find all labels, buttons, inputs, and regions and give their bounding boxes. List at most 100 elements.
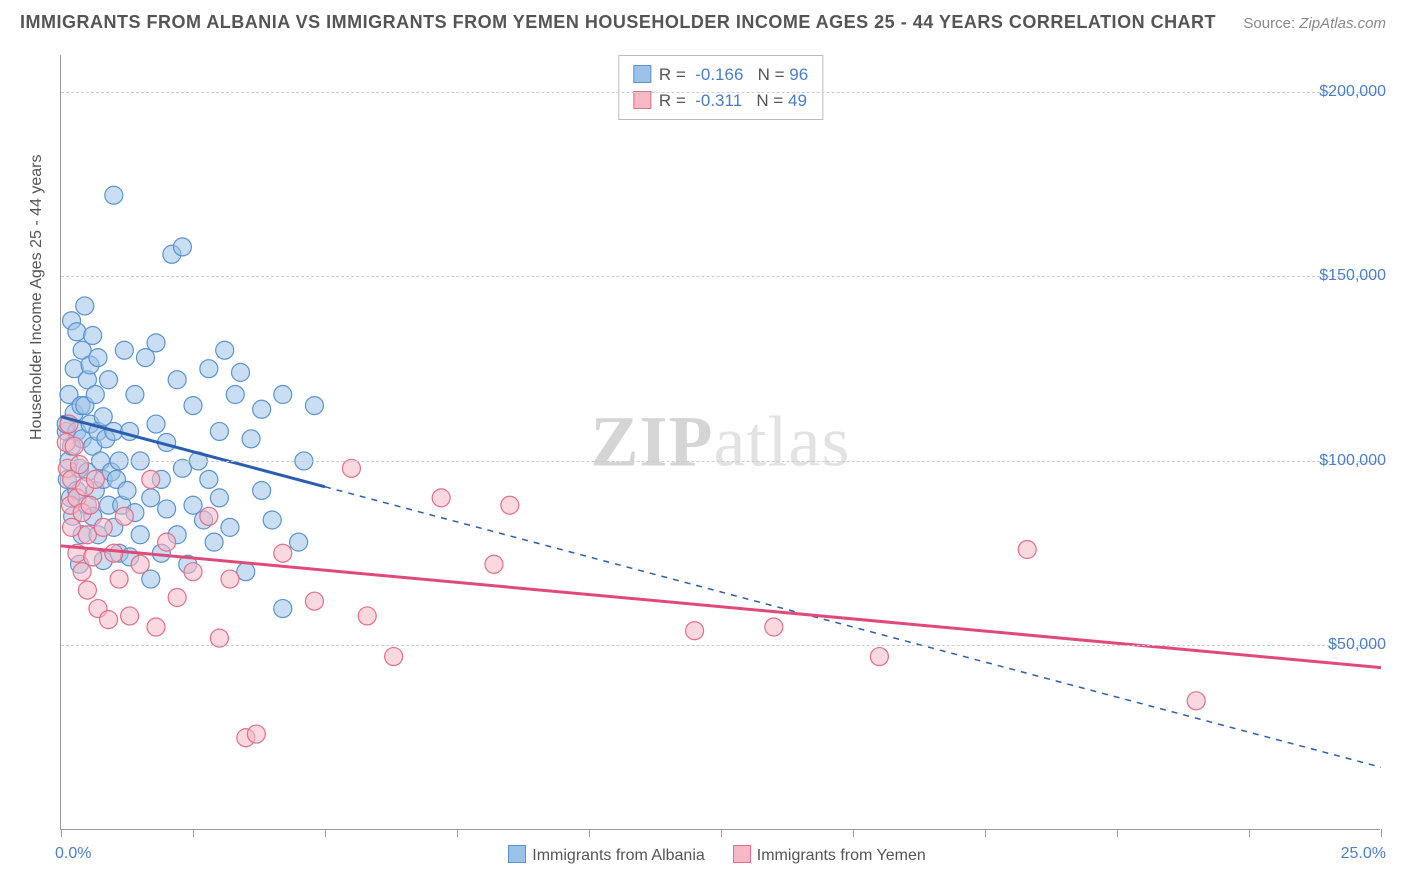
scatter-point (210, 422, 228, 440)
scatter-point (226, 386, 244, 404)
source-label: Source: (1243, 15, 1295, 32)
series-legend: Immigrants from Albania Immigrants from Y… (0, 845, 1406, 865)
scatter-point (485, 555, 503, 573)
scatter-point (78, 526, 96, 544)
x-tick (1249, 829, 1250, 837)
legend-label: Immigrants from Yemen (757, 847, 926, 864)
scatter-point (274, 600, 292, 618)
legend-swatch (633, 91, 651, 109)
scatter-point (305, 592, 323, 610)
scatter-point (1187, 692, 1205, 710)
chart-header: IMMIGRANTS FROM ALBANIA VS IMMIGRANTS FR… (20, 12, 1386, 33)
x-tick (589, 829, 590, 837)
scatter-point (131, 526, 149, 544)
scatter-point (200, 470, 218, 488)
scatter-point (870, 648, 888, 666)
scatter-point (86, 386, 104, 404)
scatter-point (70, 456, 88, 474)
scatter-point (118, 481, 136, 499)
scatter-point (247, 725, 265, 743)
scatter-point (501, 496, 519, 514)
scatter-point (173, 459, 191, 477)
correlation-row: R = -0.166 N = 96 (633, 62, 808, 88)
scatter-point (147, 618, 165, 636)
scatter-point (221, 570, 239, 588)
scatter-point (168, 371, 186, 389)
chart-source: Source: ZipAtlas.com (1243, 15, 1386, 32)
scatter-point (115, 341, 133, 359)
y-tick-label: $50,000 (1328, 636, 1386, 654)
scatter-point (147, 415, 165, 433)
scatter-point (142, 489, 160, 507)
gridline-h (61, 92, 1380, 93)
scatter-point (105, 544, 123, 562)
scatter-point (86, 470, 104, 488)
y-axis-label: Householder Income Ages 25 - 44 years (28, 155, 46, 441)
chart-plot-area: ZIPatlas R = -0.166 N = 96R = -0.311 N =… (60, 55, 1380, 830)
scatter-point (253, 400, 271, 418)
scatter-point (432, 489, 450, 507)
scatter-point (210, 629, 228, 647)
scatter-point (126, 386, 144, 404)
gridline-h (61, 276, 1380, 277)
scatter-point (253, 481, 271, 499)
scatter-point (105, 186, 123, 204)
scatter-point (274, 544, 292, 562)
y-tick-label: $150,000 (1319, 267, 1386, 285)
scatter-point (184, 397, 202, 415)
scatter-point (100, 371, 118, 389)
scatter-point (184, 563, 202, 581)
x-tick (193, 829, 194, 837)
x-tick (325, 829, 326, 837)
legend-swatch (733, 845, 751, 863)
correlation-r: -0.311 (695, 91, 742, 110)
scatter-point (84, 326, 102, 344)
scatter-point (121, 607, 139, 625)
scatter-point (115, 507, 133, 525)
scatter-point (358, 607, 376, 625)
scatter-point (78, 581, 96, 599)
scatter-point (158, 500, 176, 518)
source-value: ZipAtlas.com (1299, 15, 1386, 32)
correlation-legend-box: R = -0.166 N = 96R = -0.311 N = 49 (618, 55, 823, 120)
scatter-point (216, 341, 234, 359)
y-tick-label: $200,000 (1319, 83, 1386, 101)
scatter-point (200, 360, 218, 378)
regression-line (61, 546, 1381, 668)
scatter-point (274, 386, 292, 404)
scatter-point (200, 507, 218, 525)
chart-title: IMMIGRANTS FROM ALBANIA VS IMMIGRANTS FR… (20, 12, 1216, 33)
scatter-point (68, 323, 86, 341)
scatter-point (147, 334, 165, 352)
x-tick (1381, 829, 1382, 837)
scatter-point (131, 555, 149, 573)
scatter-point (142, 470, 160, 488)
correlation-r: -0.166 (695, 65, 743, 84)
scatter-point (242, 430, 260, 448)
scatter-point (76, 297, 94, 315)
scatter-point (173, 238, 191, 256)
x-tick (985, 829, 986, 837)
scatter-point (110, 570, 128, 588)
scatter-point (81, 496, 99, 514)
scatter-point (686, 622, 704, 640)
x-tick (721, 829, 722, 837)
scatter-point (221, 518, 239, 536)
scatter-point (205, 533, 223, 551)
scatter-point (94, 518, 112, 536)
scatter-point (210, 489, 228, 507)
scatter-point (385, 648, 403, 666)
gridline-h (61, 645, 1380, 646)
y-tick-label: $100,000 (1319, 452, 1386, 470)
x-tick (1117, 829, 1118, 837)
regression-line-dashed (325, 487, 1381, 767)
scatter-point (232, 363, 250, 381)
legend-label: Immigrants from Albania (532, 847, 705, 864)
chart-svg (61, 55, 1380, 829)
scatter-point (263, 511, 281, 529)
x-tick (853, 829, 854, 837)
x-tick (61, 829, 62, 837)
correlation-n: 49 (788, 91, 807, 110)
correlation-n: 96 (789, 65, 808, 84)
gridline-h (61, 461, 1380, 462)
